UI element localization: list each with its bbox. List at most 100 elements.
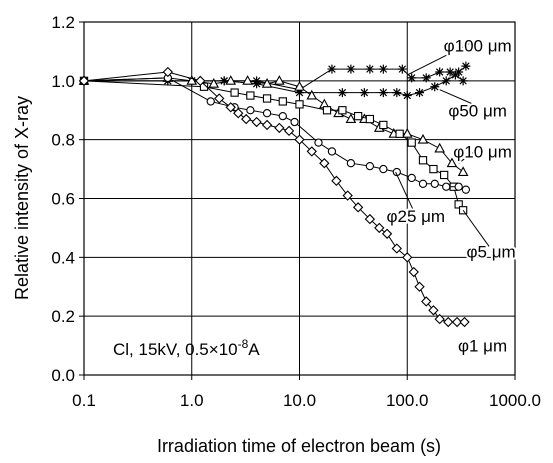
data-point bbox=[294, 80, 305, 91]
y-tick-label: 0.4 bbox=[51, 248, 75, 267]
data-point bbox=[428, 305, 439, 316]
y-tick-label: 0.0 bbox=[51, 366, 75, 385]
data-point bbox=[353, 111, 363, 121]
data-point bbox=[379, 120, 388, 130]
data-point bbox=[418, 156, 428, 165]
data-point bbox=[457, 166, 469, 176]
x-tick-label: 1.0 bbox=[180, 391, 204, 410]
annotation: Cl, 15kV, 0.5×10-8A bbox=[113, 337, 260, 359]
data-point bbox=[314, 138, 323, 147]
data-point bbox=[442, 182, 451, 191]
data-point bbox=[397, 64, 407, 74]
data-point bbox=[441, 76, 451, 86]
series-layer bbox=[78, 61, 471, 328]
data-point bbox=[274, 122, 285, 134]
data-point bbox=[78, 75, 90, 87]
data-point bbox=[241, 113, 252, 125]
data-point bbox=[262, 109, 272, 118]
series-label: φ25 μm bbox=[386, 207, 445, 226]
data-point bbox=[322, 106, 332, 115]
data-point bbox=[417, 133, 429, 144]
data-point bbox=[450, 70, 460, 80]
data-point bbox=[407, 138, 416, 147]
data-point bbox=[402, 91, 412, 101]
x-tick-label: 10.0 bbox=[283, 391, 316, 410]
data-point bbox=[261, 119, 273, 131]
series-label: φ50 μm bbox=[448, 101, 507, 120]
data-point bbox=[421, 73, 431, 83]
data-point bbox=[242, 75, 253, 85]
data-point bbox=[445, 67, 455, 77]
series-line bbox=[84, 74, 464, 97]
label-leader-line bbox=[458, 146, 481, 164]
x-axis-title: Irradiation time of electron beam (s) bbox=[157, 436, 441, 456]
data-point bbox=[443, 316, 454, 328]
data-point bbox=[446, 157, 458, 168]
data-point bbox=[434, 313, 445, 325]
data-point bbox=[408, 266, 419, 278]
series-label-halo: φ50 μm bbox=[448, 101, 507, 120]
data-point bbox=[461, 185, 471, 194]
x-tick-label: 1000.0 bbox=[489, 391, 541, 410]
data-point bbox=[233, 108, 244, 119]
series-label-halo: φ5 μm bbox=[467, 242, 516, 261]
series-label: φ5 μm bbox=[467, 242, 516, 261]
data-point bbox=[429, 164, 438, 174]
data-point bbox=[295, 88, 304, 98]
data-point bbox=[319, 158, 330, 169]
data-point bbox=[186, 75, 198, 85]
data-point bbox=[374, 222, 385, 234]
data-point bbox=[331, 175, 342, 187]
x-tick-label: 100.0 bbox=[386, 391, 429, 410]
data-point bbox=[162, 66, 174, 78]
series-label-halo: φ10 μm bbox=[453, 142, 512, 161]
series-label: φ10 μm bbox=[453, 142, 512, 161]
label-leader-line bbox=[407, 40, 476, 76]
series-label-halo: φ1 μm bbox=[458, 337, 507, 356]
data-point bbox=[230, 88, 239, 97]
data-point bbox=[392, 88, 402, 98]
series-group bbox=[79, 76, 468, 215]
y-axis-title: Relative intensity of X-ray bbox=[12, 96, 32, 300]
label-leader-line bbox=[462, 209, 490, 247]
series-label: φ1 μm bbox=[458, 337, 507, 356]
data-point bbox=[435, 67, 445, 77]
data-point bbox=[290, 117, 299, 127]
data-point bbox=[439, 170, 449, 180]
data-point bbox=[401, 128, 413, 138]
data-point bbox=[407, 73, 417, 83]
data-point bbox=[294, 134, 305, 145]
data-point bbox=[278, 111, 287, 121]
data-point bbox=[402, 252, 413, 263]
data-point bbox=[378, 88, 388, 98]
data-point bbox=[421, 296, 432, 307]
data-point bbox=[208, 78, 220, 88]
label-leader-line bbox=[395, 171, 415, 212]
data-point bbox=[283, 125, 295, 137]
data-point bbox=[381, 228, 393, 239]
y-tick-label: 1.0 bbox=[51, 72, 75, 91]
series-label-halo: φ100 μm bbox=[444, 37, 512, 56]
y-tick-label: 0.2 bbox=[51, 307, 75, 326]
y-tick-label: 1.2 bbox=[51, 13, 75, 32]
series-group bbox=[78, 66, 470, 328]
data-point bbox=[430, 82, 440, 92]
data-point bbox=[364, 213, 376, 225]
data-point bbox=[454, 182, 463, 191]
data-point bbox=[346, 159, 356, 168]
data-point bbox=[225, 102, 236, 113]
data-point bbox=[451, 316, 463, 328]
y-tick-label: 0.8 bbox=[51, 131, 75, 150]
label-leader-line bbox=[439, 89, 476, 106]
data-point bbox=[365, 161, 375, 171]
data-point bbox=[434, 142, 446, 153]
data-point bbox=[246, 106, 255, 115]
data-point bbox=[430, 179, 439, 188]
data-point bbox=[199, 82, 209, 91]
data-point bbox=[338, 106, 347, 115]
data-point bbox=[395, 129, 404, 138]
data-point bbox=[327, 64, 337, 74]
data-point bbox=[378, 64, 388, 74]
